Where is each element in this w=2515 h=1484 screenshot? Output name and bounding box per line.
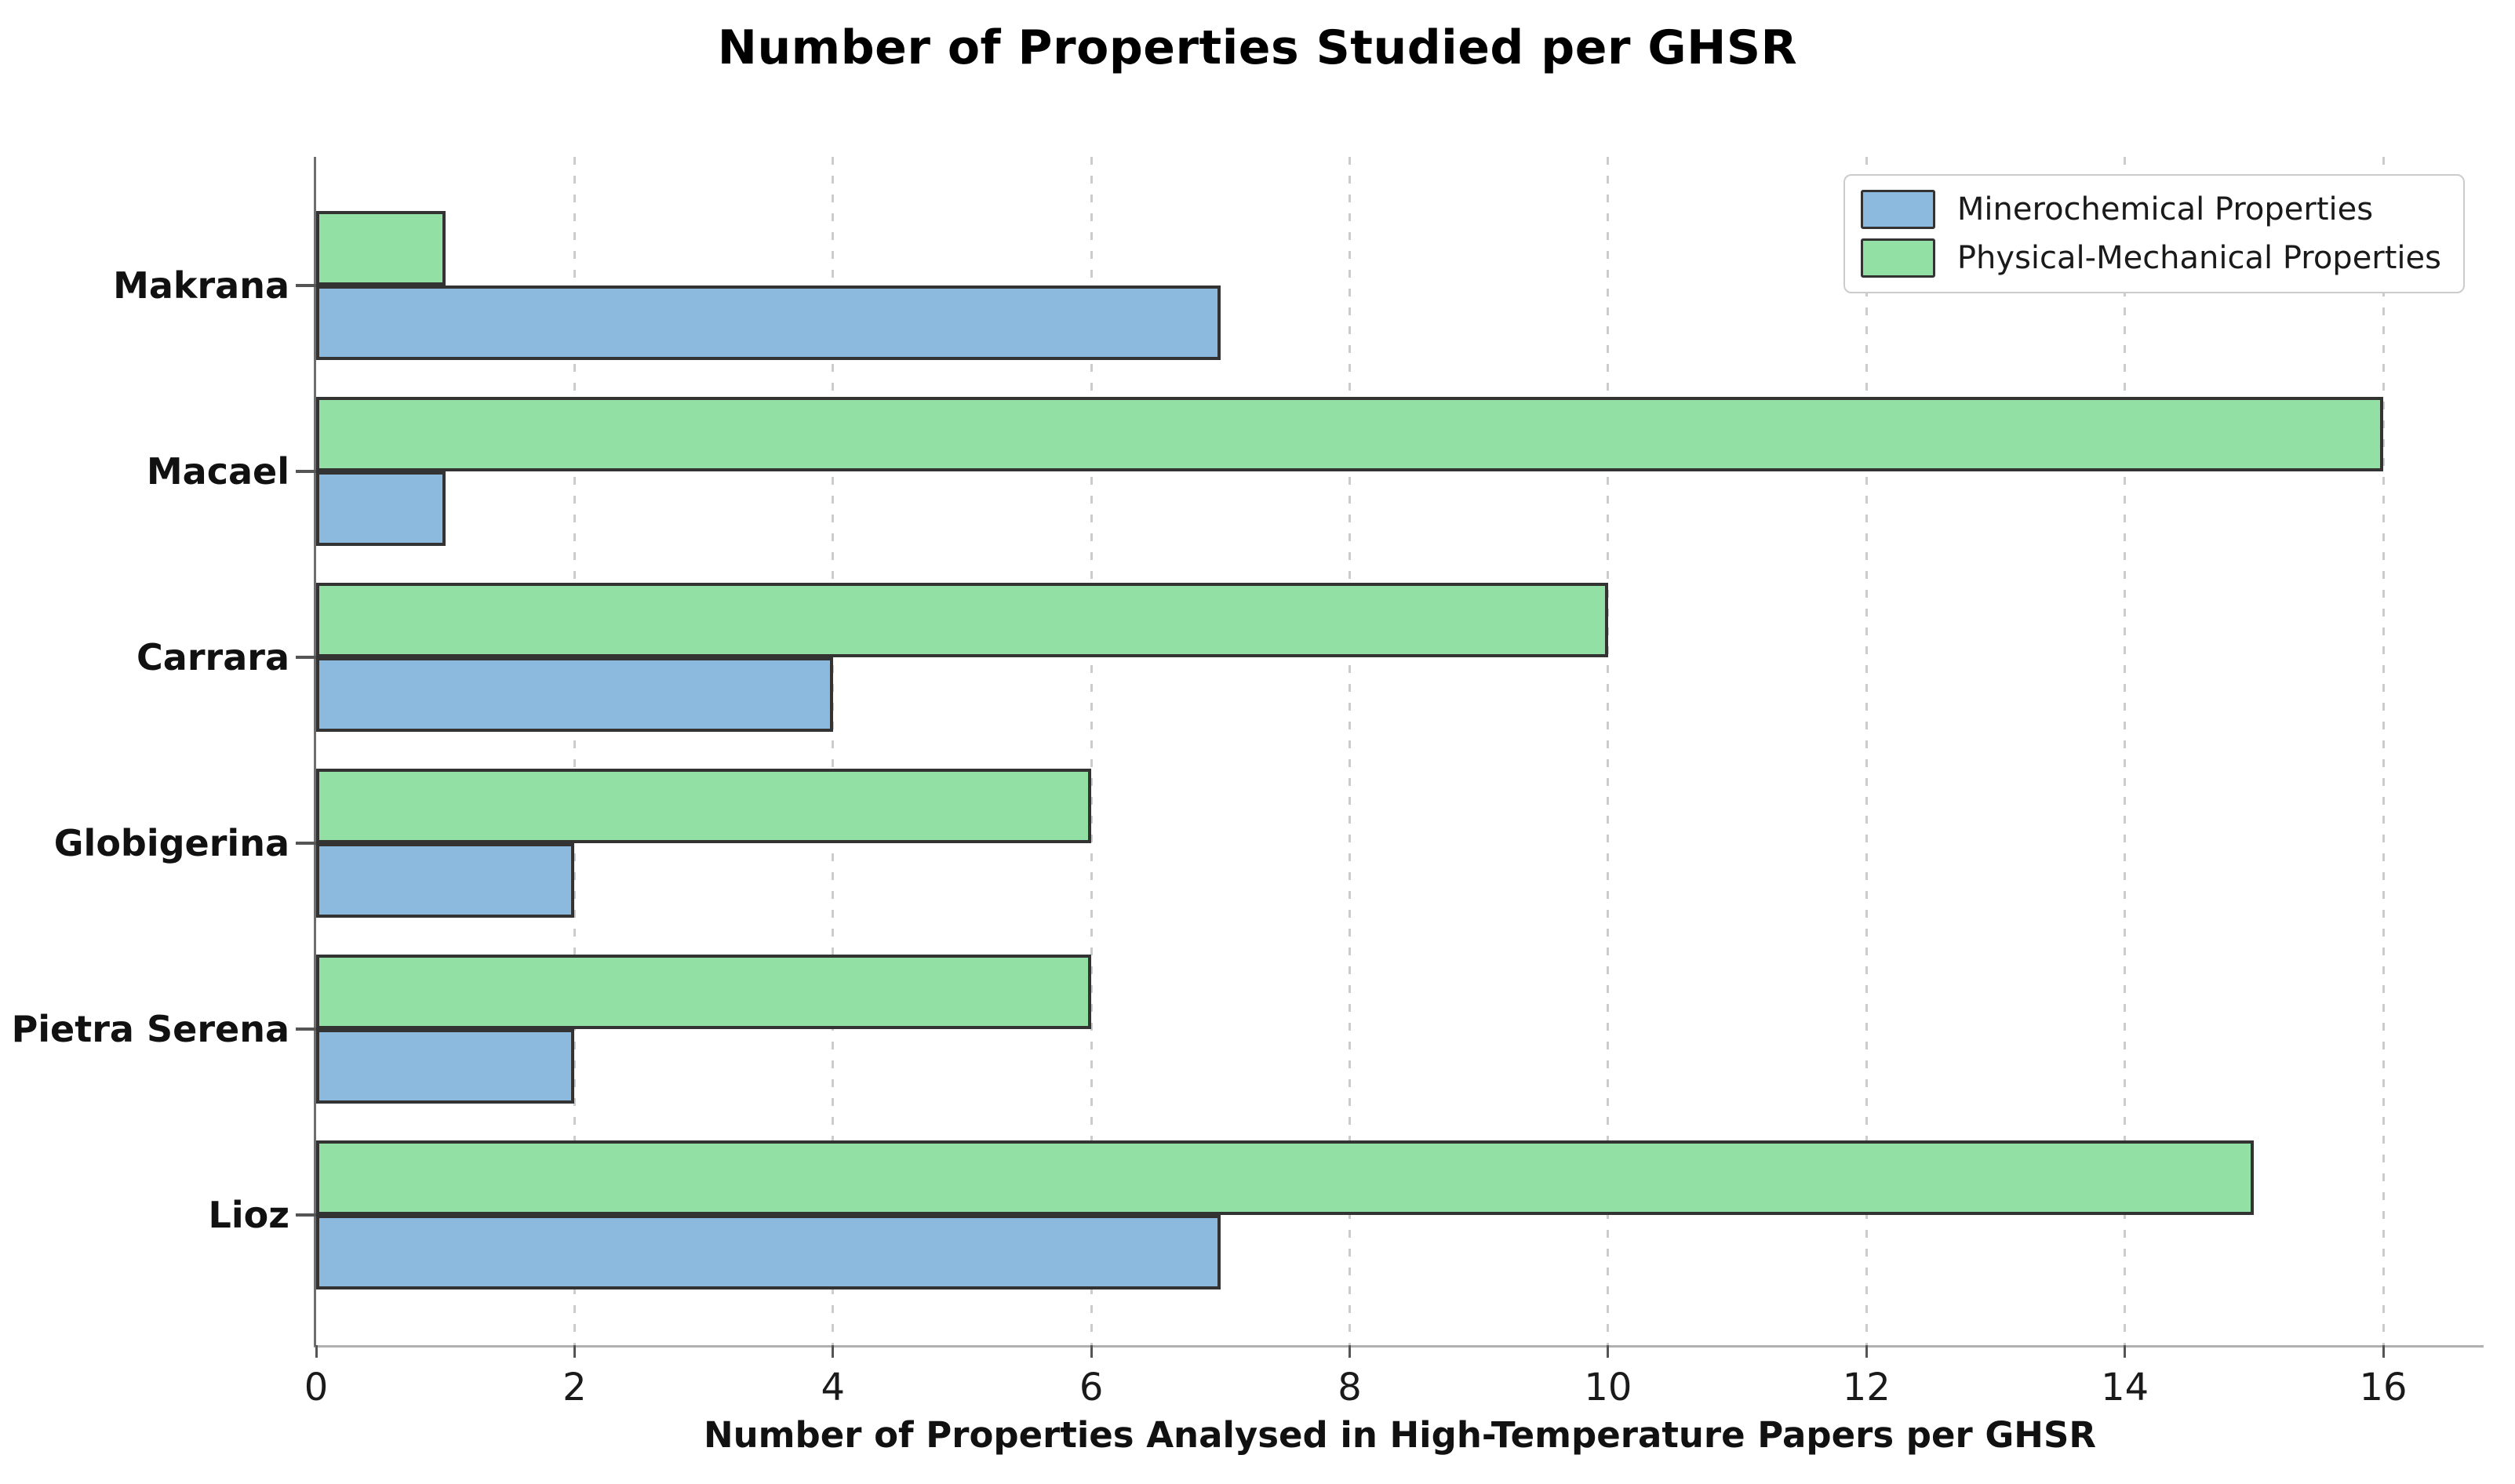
gridline-x-6 xyxy=(1090,157,1093,1345)
bar-carrara-minerochemical-properties xyxy=(316,657,833,732)
x-tick-label-14: 14 xyxy=(2101,1366,2149,1409)
x-tick-12 xyxy=(1865,1345,1868,1358)
bar-globigerina-physical-mechanical-properties xyxy=(316,769,1092,843)
y-tick-label-globigerina: Globigerina xyxy=(53,822,289,864)
legend-item-minerochemical: Minerochemical Properties xyxy=(1860,190,2441,229)
legend-label-minerochemical: Minerochemical Properties xyxy=(1956,191,2374,227)
y-tick-makrana xyxy=(296,284,316,287)
x-axis-label: Number of Properties Analysed in High-Te… xyxy=(703,1414,2097,1456)
x-tick-6 xyxy=(1090,1345,1093,1358)
x-tick-label-2: 2 xyxy=(562,1366,587,1409)
gridline-x-8 xyxy=(1348,157,1351,1345)
y-tick-macael xyxy=(296,470,316,473)
x-tick-label-10: 10 xyxy=(1584,1366,1632,1409)
y-tick-label-pietra-serena: Pietra Serena xyxy=(11,1008,289,1050)
x-tick-label-16: 16 xyxy=(2359,1366,2408,1409)
x-tick-8 xyxy=(1348,1345,1351,1358)
y-tick-label-carrara: Carrara xyxy=(136,636,289,678)
y-tick-globigerina xyxy=(296,842,316,845)
x-tick-10 xyxy=(1607,1345,1610,1358)
gridline-x-10 xyxy=(1607,157,1610,1345)
legend-swatch-physical-mechanical-icon xyxy=(1860,238,1935,278)
y-tick-carrara xyxy=(296,656,316,659)
x-tick-label-4: 4 xyxy=(821,1366,846,1409)
gridline-x-14 xyxy=(2124,157,2127,1345)
legend-label-physical-mechanical: Physical-Mechanical Properties xyxy=(1956,240,2441,276)
gridline-x-12 xyxy=(1865,157,1868,1345)
bar-macael-physical-mechanical-properties xyxy=(316,397,2383,471)
x-tick-14 xyxy=(2124,1345,2127,1358)
x-tick-4 xyxy=(832,1345,835,1358)
y-tick-label-lioz: Lioz xyxy=(208,1194,289,1236)
y-tick-label-macael: Macael xyxy=(146,450,289,493)
bar-carrara-physical-mechanical-properties xyxy=(316,583,1608,657)
gridline-x-2 xyxy=(573,157,576,1345)
y-tick-pietra-serena xyxy=(296,1028,316,1031)
bar-pietra-serena-minerochemical-properties xyxy=(316,1029,575,1104)
bar-pietra-serena-physical-mechanical-properties xyxy=(316,955,1092,1029)
y-tick-label-makrana: Makrana xyxy=(113,264,289,307)
x-tick-16 xyxy=(2382,1345,2385,1358)
chart-title: Number of Properties Studied per GHSR xyxy=(717,20,1798,75)
gridline-x-4 xyxy=(832,157,835,1345)
x-tick-label-8: 8 xyxy=(1338,1366,1362,1409)
x-tick-label-12: 12 xyxy=(1842,1366,1891,1409)
bar-globigerina-minerochemical-properties xyxy=(316,843,575,918)
bar-lioz-physical-mechanical-properties xyxy=(316,1140,2255,1215)
legend: Minerochemical Properties Physical-Mecha… xyxy=(1843,174,2465,293)
x-tick-0 xyxy=(315,1345,318,1358)
legend-swatch-minerochemical-icon xyxy=(1860,190,1935,229)
x-tick-2 xyxy=(573,1345,576,1358)
bar-macael-minerochemical-properties xyxy=(316,471,446,546)
bar-makrana-physical-mechanical-properties xyxy=(316,211,446,286)
gridline-x-16 xyxy=(2382,157,2385,1345)
x-tick-label-0: 0 xyxy=(304,1366,329,1409)
plot-area: Minerochemical Properties Physical-Mecha… xyxy=(12,157,2484,1456)
y-tick-lioz xyxy=(296,1213,316,1217)
legend-item-physical-mechanical: Physical-Mechanical Properties xyxy=(1860,238,2441,278)
bar-makrana-minerochemical-properties xyxy=(316,286,1221,360)
x-tick-label-6: 6 xyxy=(1079,1366,1104,1409)
bar-lioz-minerochemical-properties xyxy=(316,1215,1221,1289)
